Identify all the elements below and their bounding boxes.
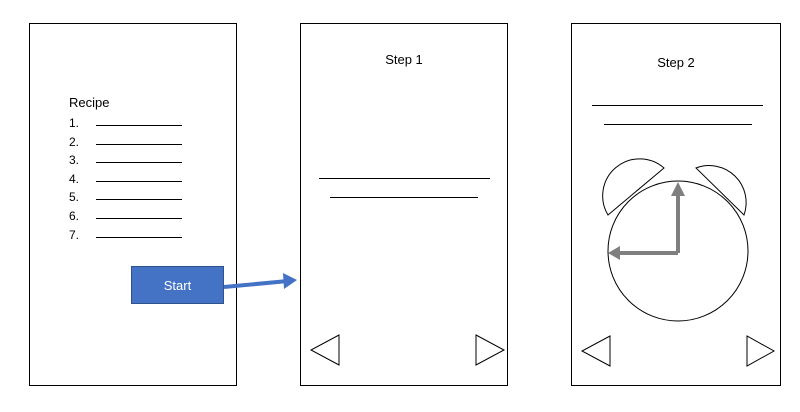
next-arrow-icon[interactable] — [746, 335, 776, 367]
clock-hands-icon — [616, 194, 680, 255]
step1-title: Step 1 — [385, 52, 423, 67]
flow-arrow-line — [223, 279, 289, 289]
step2-title: Step 2 — [657, 55, 695, 70]
list-item-number: 3. — [69, 153, 80, 167]
list-item-placeholder-line — [96, 237, 182, 238]
step1-screen: Step 1 — [300, 23, 508, 386]
alarm-clock-icon — [580, 158, 776, 367]
list-item-number: 6. — [69, 209, 80, 223]
list-item-placeholder-line — [96, 144, 182, 145]
text-placeholder-line — [604, 124, 752, 125]
list-item-placeholder-line — [96, 218, 182, 219]
text-placeholder-line — [330, 197, 478, 198]
right-bell-icon — [695, 165, 747, 216]
list-item: 7. — [69, 228, 189, 244]
list-item-number: 5. — [69, 190, 80, 204]
minute-hand-arrowhead-icon — [608, 246, 620, 260]
hour-hand-arrowhead-icon — [671, 182, 685, 196]
left-bell-icon — [602, 158, 665, 216]
list-item-number: 7. — [69, 228, 80, 242]
list-item: 3. — [69, 153, 189, 169]
list-item: 1. — [69, 116, 189, 132]
list-item: 5. — [69, 190, 189, 206]
flow-arrow-head-icon — [283, 273, 297, 289]
list-item: 4. — [69, 172, 189, 188]
text-placeholder-line — [592, 105, 763, 106]
list-item-number: 4. — [69, 172, 80, 186]
list-item-placeholder-line — [96, 162, 182, 163]
start-button[interactable]: Start — [131, 266, 224, 304]
recipe-title: Recipe — [69, 95, 110, 110]
list-item: 6. — [69, 209, 189, 225]
list-item-number: 1. — [69, 116, 80, 130]
next-arrow-icon[interactable] — [475, 334, 506, 366]
step1-nav-layer — [309, 334, 506, 366]
list-item-placeholder-line — [96, 181, 182, 182]
previous-arrow-icon[interactable] — [309, 334, 340, 366]
text-placeholder-line — [319, 178, 490, 179]
list-item-number: 2. — [69, 135, 80, 149]
previous-arrow-icon[interactable] — [580, 335, 611, 367]
step2-screen: Step 2 — [571, 23, 781, 386]
recipe-screen: Recipe 1. 2. 3. 4. 5. 6. 7. — [29, 23, 237, 386]
list-item: 2. — [69, 135, 189, 151]
list-item-placeholder-line — [96, 199, 182, 200]
list-item-placeholder-line — [96, 125, 182, 126]
